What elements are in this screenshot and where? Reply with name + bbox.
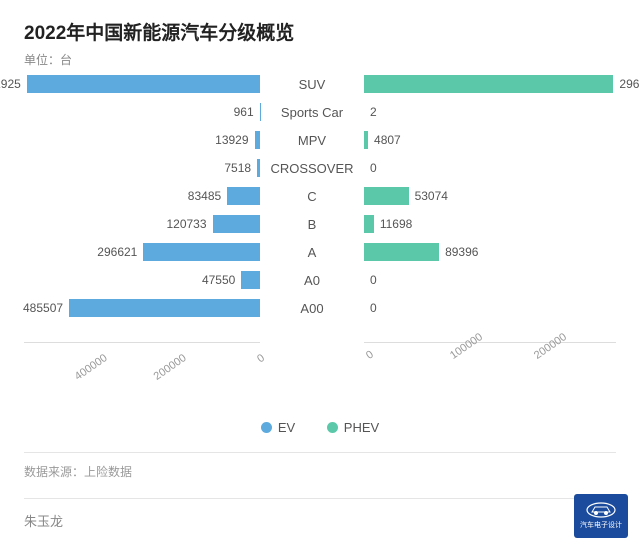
ev-value: 13929 [215, 133, 248, 147]
phev-value: 0 [370, 161, 377, 175]
phev-bar [364, 215, 374, 233]
category-label: Sports Car [260, 98, 364, 126]
phev-value: 89396 [445, 245, 478, 259]
legend-phev-label: PHEV [344, 420, 379, 435]
phev-bar [364, 243, 439, 261]
ev-value: 47550 [202, 273, 235, 287]
chart-row: 13929 MPV 4807 [24, 126, 616, 154]
chart-row: 296621 A 89396 [24, 238, 616, 266]
category-label: CROSSOVER [260, 154, 364, 182]
ev-value: 296621 [97, 245, 137, 259]
ev-value: 961 [234, 105, 254, 119]
axis-tick-left: 200000 [151, 352, 188, 383]
axis-tick-right: 0 [364, 348, 376, 361]
ev-bar [227, 187, 260, 205]
axis-tick-right: 200000 [532, 331, 569, 362]
phev-value: 0 [370, 273, 377, 287]
chart-row: 961 Sports Car 2 [24, 98, 616, 126]
data-source: 数据来源：上险数据 [24, 452, 616, 480]
category-label: A0 [260, 266, 364, 294]
ev-value: 83485 [188, 189, 221, 203]
page-title: 2022年中国新能源汽车分级概览 [24, 18, 616, 45]
category-label: C [260, 182, 364, 210]
category-label: B [260, 210, 364, 238]
chart-row: 485507 A00 0 [24, 294, 616, 322]
phev-value: 53074 [415, 189, 448, 203]
phev-value: 296933 [619, 77, 640, 91]
ev-bar [27, 75, 260, 93]
category-label: SUV [260, 70, 364, 98]
phev-value: 0 [370, 301, 377, 315]
chart-row: 120733 B 11698 [24, 210, 616, 238]
brand-logo: 汽车电子设计 [574, 494, 628, 538]
chart-row: 7518 CROSSOVER 0 [24, 154, 616, 182]
category-label: MPV [260, 126, 364, 154]
x-axis: 02000004000000100000200000 [24, 342, 616, 402]
ev-value: 592925 [0, 77, 21, 91]
ev-bar [69, 299, 260, 317]
chart-row: 47550 A0 0 [24, 266, 616, 294]
unit-subtitle: 单位：台 [24, 51, 616, 68]
phev-value: 2 [370, 105, 377, 119]
category-label: A [260, 238, 364, 266]
ev-bar [143, 243, 260, 261]
author-credit: 朱玉龙 [24, 498, 616, 530]
logo-text: 汽车电子设计 [580, 520, 622, 530]
legend-ev-label: EV [278, 420, 295, 435]
ev-bar [213, 215, 260, 233]
ev-value: 7518 [224, 161, 251, 175]
bidirectional-bar-chart: 592925SUV296933 961 Sports Car 2 13929 MPV 480… [24, 70, 616, 410]
legend: EV PHEV [0, 420, 640, 436]
phev-value: 4807 [374, 133, 401, 147]
ev-bar [241, 271, 260, 289]
legend-ev: EV [261, 420, 295, 435]
axis-tick-right: 100000 [448, 331, 485, 362]
legend-dot-ev-icon [261, 422, 272, 433]
phev-bar [364, 187, 409, 205]
car-icon [586, 502, 616, 518]
phev-value: 11698 [380, 217, 412, 231]
axis-tick-left: 0 [255, 352, 267, 365]
chart-row: 592925SUV296933 [24, 70, 616, 98]
phev-bar [364, 131, 368, 149]
axis-tick-left: 400000 [73, 352, 110, 383]
chart-row: 83485 C 53074 [24, 182, 616, 210]
phev-bar [364, 75, 613, 93]
category-label: A00 [260, 294, 364, 322]
ev-value: 120733 [166, 217, 206, 231]
ev-value: 485507 [23, 301, 63, 315]
legend-dot-phev-icon [327, 422, 338, 433]
legend-phev: PHEV [327, 420, 379, 435]
